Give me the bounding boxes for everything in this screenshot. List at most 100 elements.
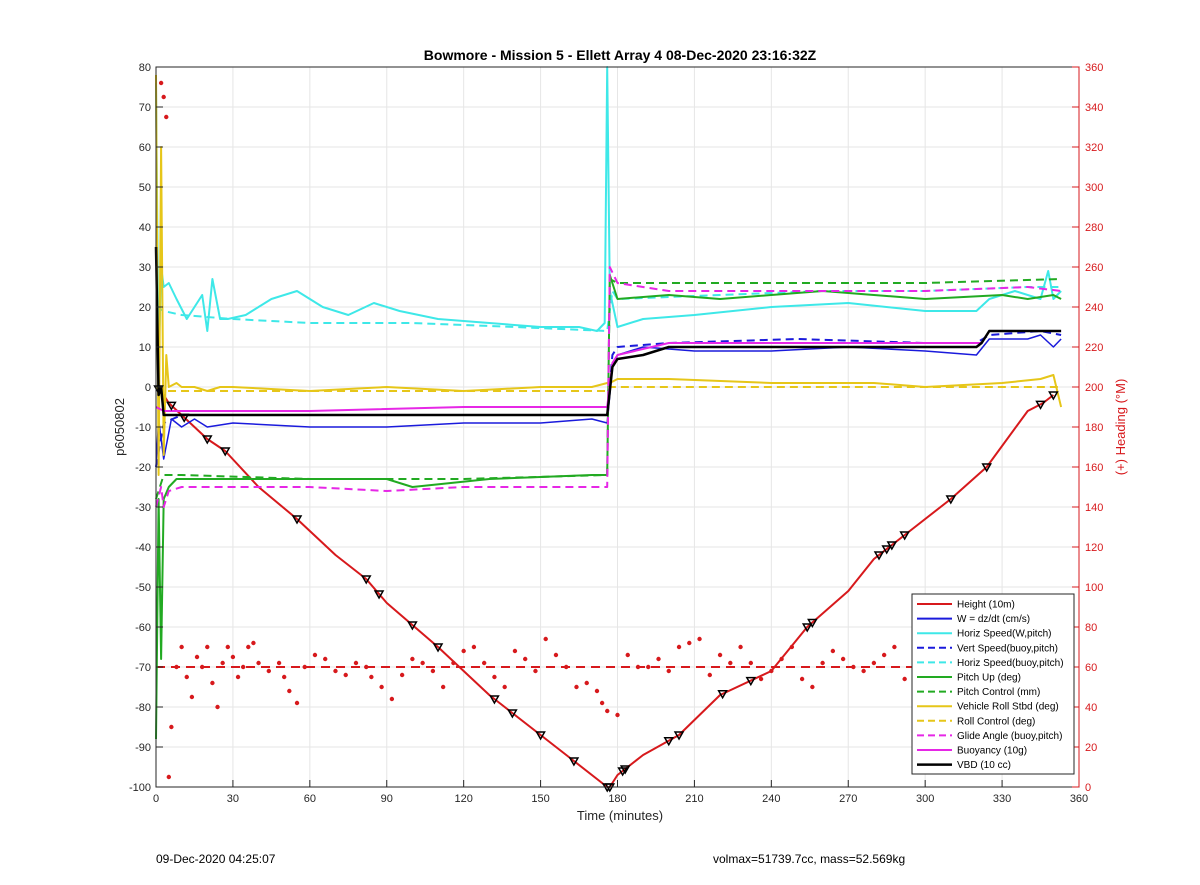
y-tick-label: -100	[129, 782, 151, 794]
x-tick-label: 0	[153, 793, 159, 805]
heading-point	[902, 676, 907, 682]
height-marker	[507, 709, 518, 719]
height-marker	[201, 435, 213, 445]
heading-point	[738, 644, 743, 650]
heading-point	[420, 660, 425, 666]
height-marker	[801, 623, 813, 633]
legend-label: Vehicle Roll Stbd (deg)	[957, 702, 1059, 713]
height-marker	[981, 463, 992, 473]
height-marker	[407, 621, 418, 631]
heading-point	[605, 708, 610, 714]
y-tick-label: 60	[139, 142, 151, 154]
y-tick-label: 10	[139, 342, 151, 354]
heading-point	[251, 640, 256, 646]
heading-point	[533, 668, 538, 674]
height-marker	[432, 643, 444, 653]
heading-point	[189, 694, 195, 700]
height-marker	[568, 757, 580, 767]
y-tick-label: 30	[139, 262, 151, 274]
heading-point	[656, 656, 661, 662]
height-marker	[178, 413, 190, 423]
heading-point	[599, 700, 605, 706]
heading-point	[164, 114, 169, 120]
heading-point	[220, 660, 225, 666]
heading-point	[523, 656, 528, 662]
height-marker	[219, 447, 231, 457]
y2-tick-label: 360	[1085, 62, 1103, 74]
heading-point	[194, 654, 200, 660]
heading-point	[512, 648, 518, 654]
x-tick-label: 360	[1070, 793, 1088, 805]
heading-point	[625, 652, 630, 658]
footer-vehicle-info: volmax=51739.7cc, mass=52.569kg	[713, 852, 906, 866]
y2-tick-label: 60	[1085, 662, 1097, 674]
footer-timestamp: 09-Dec-2020 04:25:07	[156, 852, 276, 866]
heading-point	[235, 674, 241, 680]
x-tick-label: 180	[608, 793, 626, 805]
x-tick-label: 60	[304, 793, 316, 805]
heading-point	[343, 672, 348, 678]
height-marker	[881, 545, 893, 555]
x-tick-label: 30	[227, 793, 239, 805]
legend-label: Pitch Control (mm)	[957, 687, 1040, 698]
heading-point	[461, 648, 466, 654]
y2-tick-label: 0	[1085, 782, 1091, 794]
y2-tick-label: 200	[1085, 382, 1103, 394]
heading-point	[323, 656, 328, 662]
series-line-4	[155, 286, 1062, 332]
heading-point	[871, 660, 877, 666]
heading-point	[333, 668, 338, 674]
height-markers	[153, 385, 1059, 793]
heading-point	[430, 668, 436, 674]
series-line-7	[155, 74, 1063, 476]
y2-tick-label: 80	[1085, 622, 1097, 634]
legend-label: Vert Speed(buoy,pitch)	[957, 643, 1058, 654]
x-tick-label: 120	[454, 793, 472, 805]
x-axis-label: Time (minutes)	[577, 808, 663, 823]
legend-label: Roll Control (deg)	[957, 716, 1035, 727]
heading-point	[840, 656, 846, 662]
heading-point	[184, 674, 189, 680]
y-tick-label: -50	[135, 582, 151, 594]
height-marker	[360, 575, 372, 585]
y-tick-label: -40	[135, 542, 151, 554]
heading-point	[799, 676, 805, 682]
heading-point	[748, 660, 754, 666]
heading-point	[676, 644, 682, 650]
y2-tick-label: 280	[1085, 222, 1103, 234]
heading-point	[492, 674, 497, 680]
height-marker	[166, 401, 177, 411]
legend-label: Buoyancy (10g)	[957, 746, 1027, 757]
heading-point	[205, 644, 210, 650]
y2-tick-label: 220	[1085, 342, 1103, 354]
height-marker	[619, 765, 631, 775]
y2-tick-label: 320	[1085, 142, 1103, 154]
axes: 0 30 60 90 120 150 180 210 240 270 300 330 360807060…	[129, 62, 1103, 805]
heading-point	[440, 684, 446, 690]
height-marker	[291, 515, 303, 525]
y-tick-label: 50	[139, 182, 151, 194]
legend-box	[911, 593, 1075, 775]
heading-point	[302, 664, 307, 670]
y2-tick-label: 140	[1085, 502, 1103, 514]
y2-tick-label: 260	[1085, 262, 1103, 274]
y-tick-label: 80	[139, 62, 151, 74]
x-tick-label: 300	[916, 793, 934, 805]
y-axis-label: p6050802	[112, 398, 127, 456]
x-tick-label: 240	[762, 793, 780, 805]
heading-point	[169, 724, 174, 730]
height-marker	[489, 695, 500, 705]
y2-tick-label: 20	[1085, 742, 1097, 754]
heading-point	[861, 668, 866, 674]
heading-point	[210, 680, 215, 686]
heading-point	[543, 636, 548, 642]
heading-point	[179, 644, 184, 650]
heading-point	[881, 652, 887, 658]
y-tick-label: 20	[139, 302, 151, 314]
legend-label: Pitch Up (deg)	[957, 673, 1021, 684]
heading-point	[225, 644, 230, 650]
y-tick-label: -20	[135, 462, 151, 474]
heading-point	[240, 664, 246, 670]
height-marker	[886, 541, 898, 551]
